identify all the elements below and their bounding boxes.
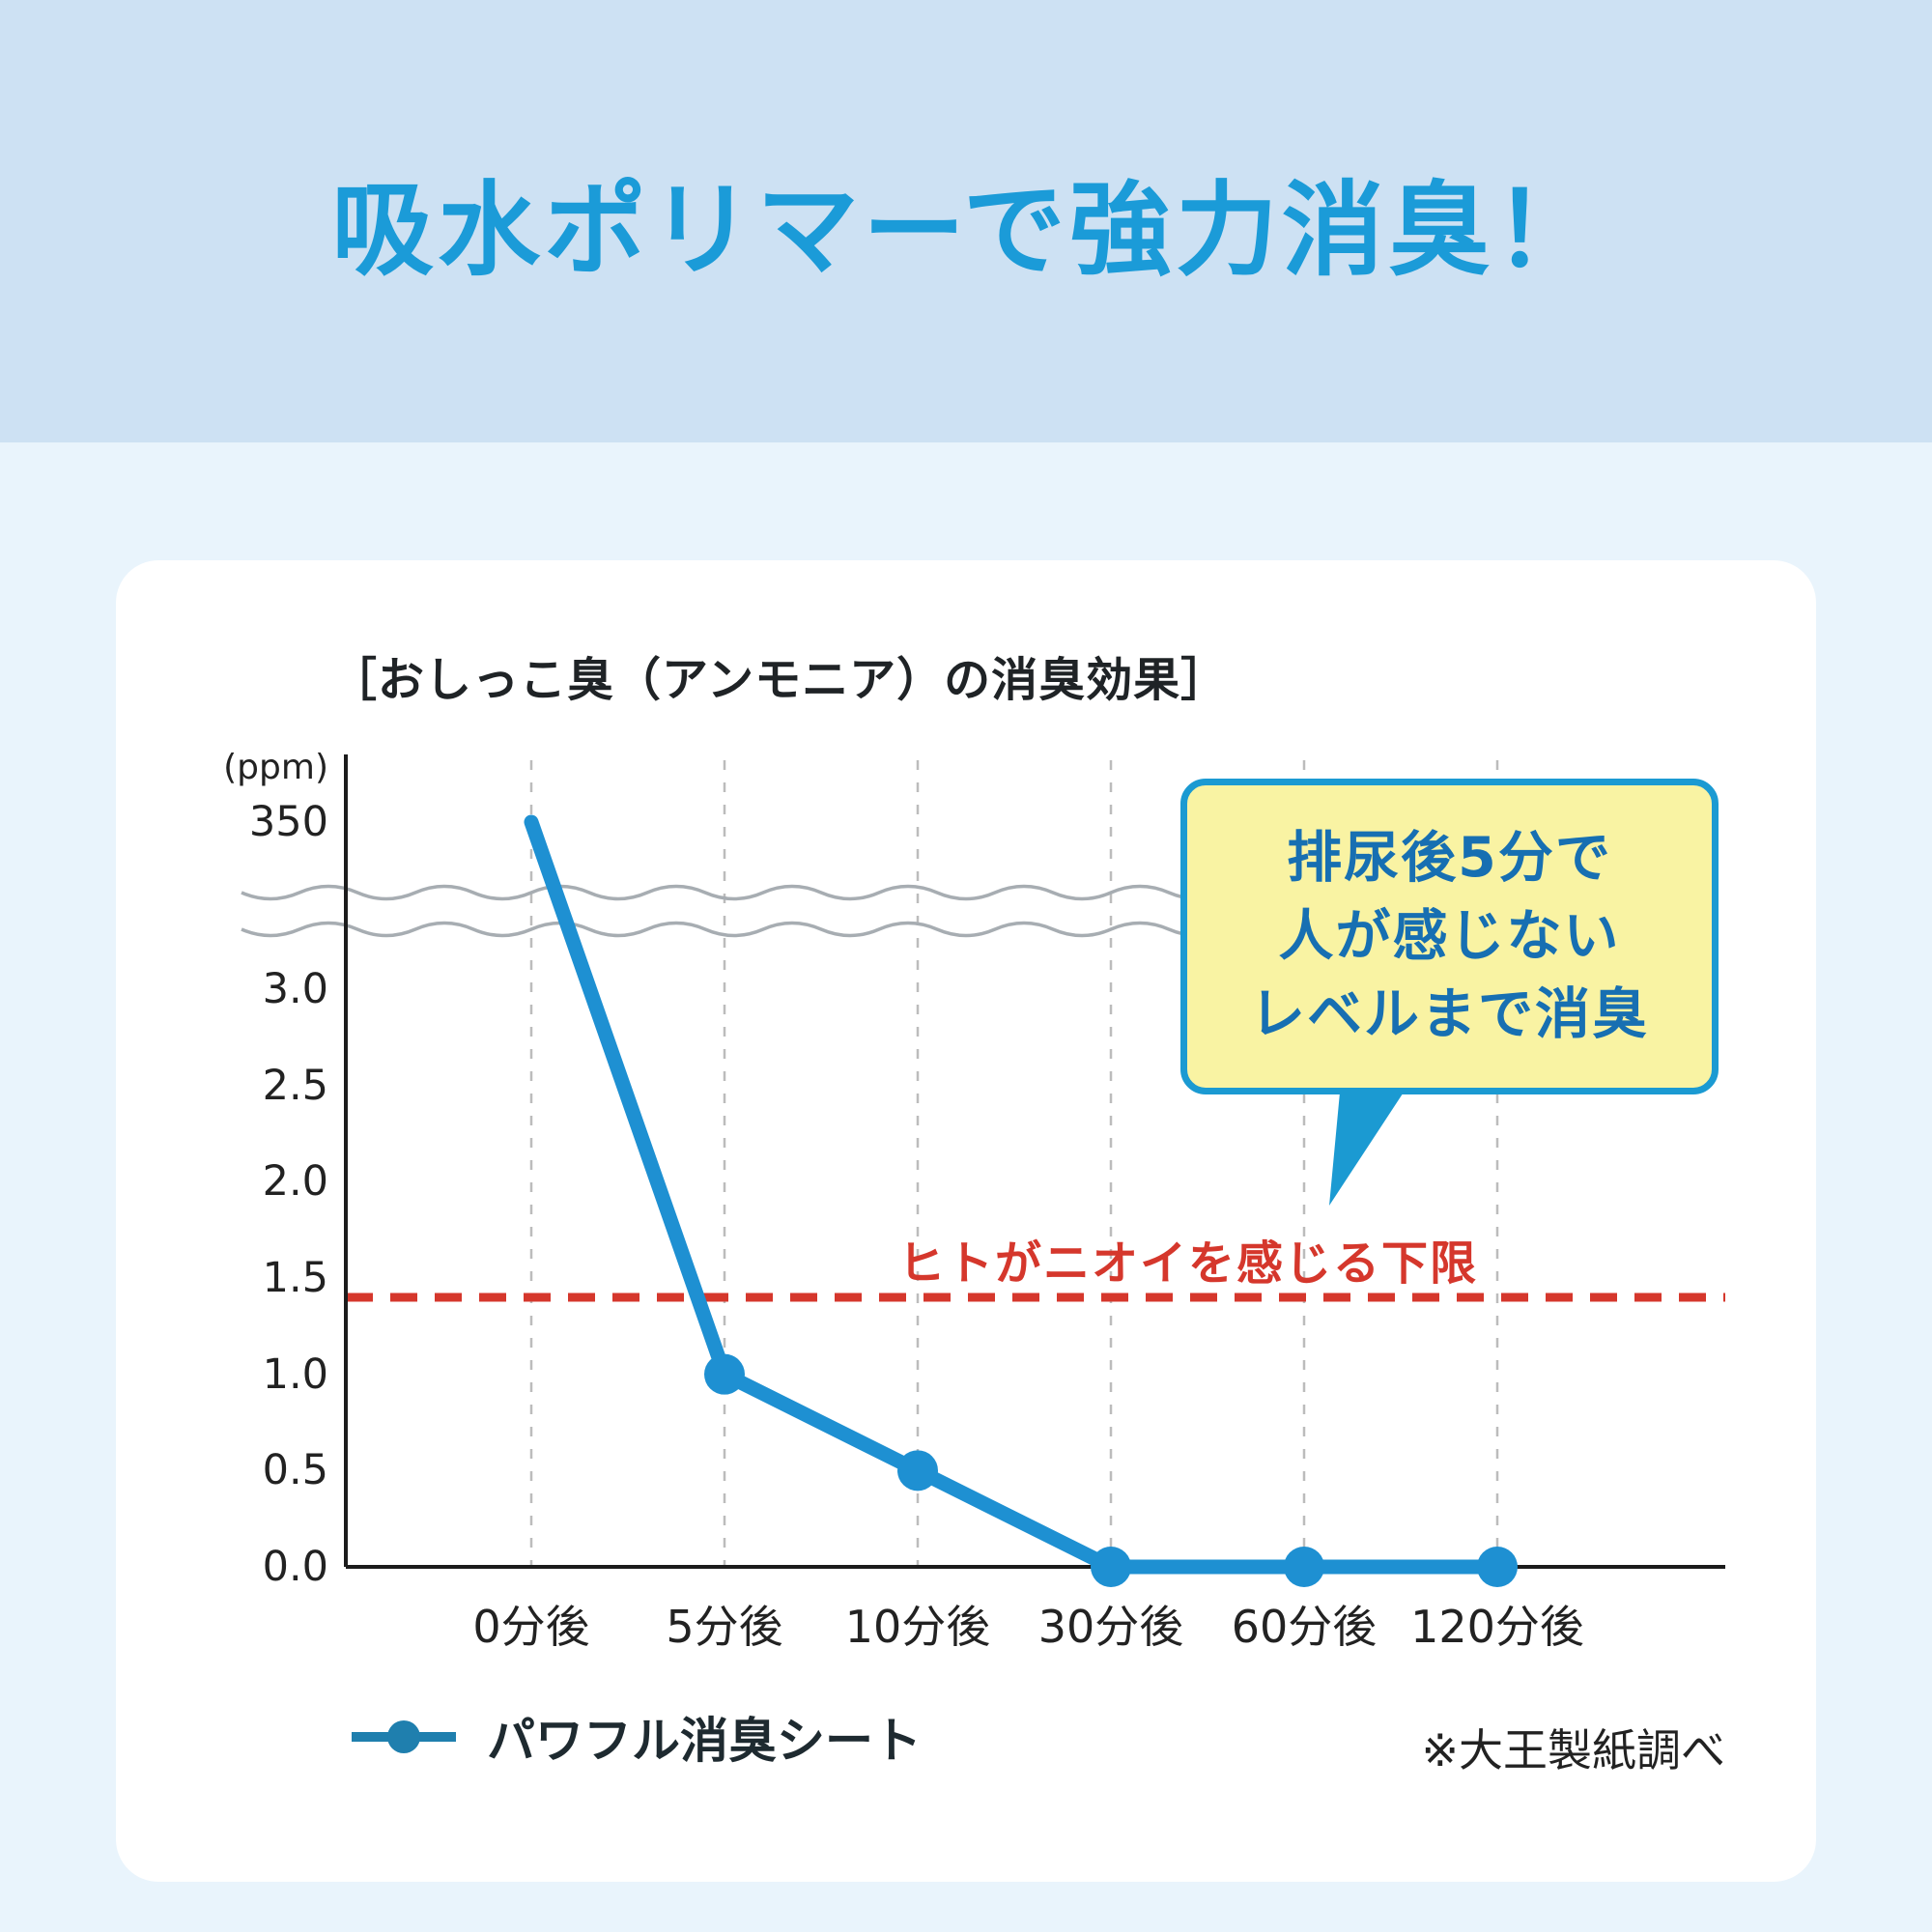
y-axis-ticks: 350 3.0 2.5 2.0 1.5 1.0 0.5 0.0 <box>155 560 328 1882</box>
threshold-label: ヒトがニオイを感じる下限 <box>898 1236 1479 1291</box>
legend-line-icon <box>352 1720 456 1753</box>
chart-card: ［おしっこ臭（アンモニア）の消臭効果］ (ppm) 350 3.0 2.5 2.0 1.… <box>116 560 1816 1882</box>
annotation-callout: 排尿後5分で 人が感じない レベルまで消臭 <box>1180 779 1719 1094</box>
callout-line: 人が感じない <box>1278 904 1621 969</box>
source-note: ※大王製紙調べ <box>1421 1724 1725 1776</box>
data-point <box>1091 1547 1131 1587</box>
legend-label: パワフル消臭シート <box>487 1713 922 1769</box>
chart-title: ［おしっこ臭（アンモニア）の消臭効果］ <box>330 653 1229 707</box>
callout-line: レベルまで消臭 <box>1250 981 1649 1046</box>
callout-tail <box>1329 1082 1410 1206</box>
y-tick-label: 1.5 <box>262 1254 328 1302</box>
data-line <box>524 814 1505 1575</box>
page-title: 吸水ポリマーで強力消臭！ <box>331 171 1601 290</box>
header-banner: 吸水ポリマーで強力消臭！ <box>0 0 1932 442</box>
legend: パワフル消臭シート <box>346 1712 922 1769</box>
x-axis-label: 0分後 <box>472 1601 590 1653</box>
y-tick-label: 2.5 <box>262 1061 328 1110</box>
x-axis-label: 5分後 <box>666 1601 783 1653</box>
data-point <box>704 1353 745 1395</box>
callout-line: 排尿後5分で <box>1287 826 1612 891</box>
y-tick-label: 2.0 <box>262 1157 328 1207</box>
y-tick-label: 0.0 <box>262 1543 328 1591</box>
y-tick-label: 3.0 <box>262 965 328 1013</box>
x-axis-label: 30分後 <box>1037 1601 1184 1653</box>
data-point <box>1477 1547 1518 1587</box>
x-axis-labels: 0分後 5分後 10分後 30分後 60分後 120分後 <box>116 560 1816 1882</box>
y-tick-label: 1.0 <box>262 1350 328 1399</box>
axis-break-wave <box>241 884 1228 901</box>
x-axis-label: 10分後 <box>844 1601 991 1653</box>
x-axis-label: 60分後 <box>1231 1601 1378 1653</box>
y-tick-label: 350 <box>248 798 328 846</box>
y-tick-label: 0.5 <box>262 1446 328 1495</box>
x-axis-label: 120分後 <box>1410 1601 1584 1653</box>
y-axis-unit-label: (ppm) <box>223 748 328 787</box>
axis-break-wave <box>241 921 1228 938</box>
data-point <box>897 1450 938 1492</box>
data-point <box>1284 1547 1324 1587</box>
